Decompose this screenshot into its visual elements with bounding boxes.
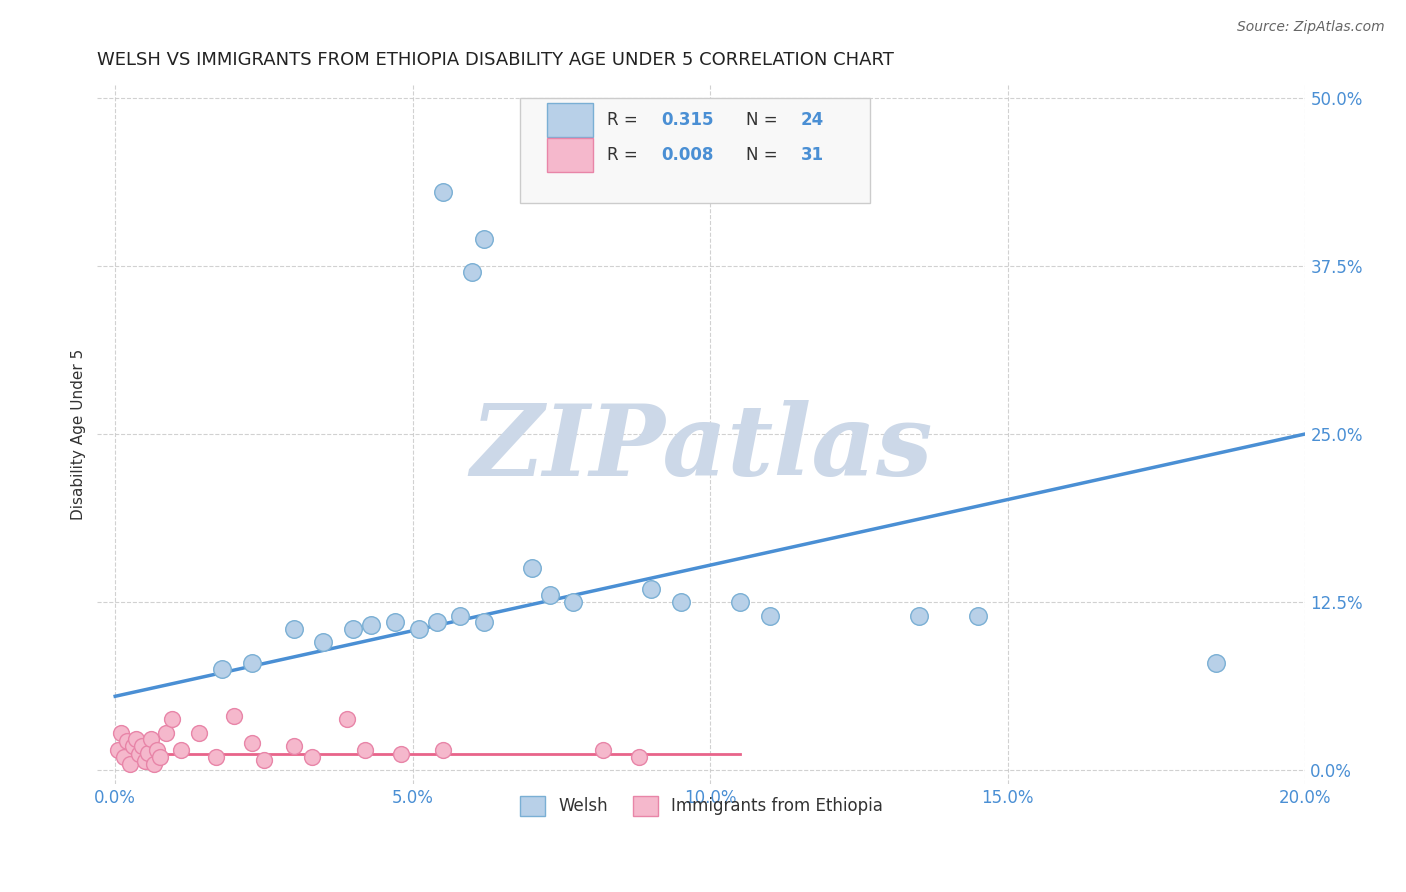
Point bbox=[425, 615, 447, 630]
Point bbox=[592, 743, 614, 757]
Point bbox=[432, 185, 454, 199]
Point bbox=[253, 752, 276, 766]
Point bbox=[640, 582, 662, 596]
Point bbox=[149, 749, 172, 764]
Point bbox=[110, 725, 132, 739]
Point bbox=[146, 743, 169, 757]
Point bbox=[240, 736, 263, 750]
Point bbox=[301, 749, 323, 764]
Point bbox=[967, 608, 990, 623]
Text: N =: N = bbox=[747, 145, 783, 164]
Point bbox=[360, 618, 382, 632]
Text: Source: ZipAtlas.com: Source: ZipAtlas.com bbox=[1237, 20, 1385, 34]
Legend: Welsh, Immigrants from Ethiopia: Welsh, Immigrants from Ethiopia bbox=[512, 788, 891, 824]
Text: 24: 24 bbox=[800, 111, 824, 128]
Point bbox=[449, 608, 471, 623]
Point bbox=[128, 747, 150, 761]
Point bbox=[112, 749, 135, 764]
Point bbox=[160, 712, 183, 726]
Point bbox=[384, 615, 406, 630]
FancyBboxPatch shape bbox=[547, 138, 593, 171]
Point bbox=[283, 739, 305, 753]
Point bbox=[472, 232, 495, 246]
Point bbox=[107, 743, 129, 757]
Point bbox=[759, 608, 782, 623]
Text: R =: R = bbox=[607, 145, 643, 164]
Point bbox=[211, 662, 233, 676]
Text: 0.315: 0.315 bbox=[661, 111, 714, 128]
Point bbox=[562, 595, 585, 609]
Point bbox=[1205, 656, 1227, 670]
Point bbox=[728, 595, 751, 609]
Text: WELSH VS IMMIGRANTS FROM ETHIOPIA DISABILITY AGE UNDER 5 CORRELATION CHART: WELSH VS IMMIGRANTS FROM ETHIOPIA DISABI… bbox=[97, 51, 894, 69]
Point bbox=[336, 712, 359, 726]
Text: 31: 31 bbox=[800, 145, 824, 164]
FancyBboxPatch shape bbox=[520, 98, 870, 203]
Point bbox=[627, 749, 650, 764]
Point bbox=[472, 615, 495, 630]
Text: ZIPatlas: ZIPatlas bbox=[470, 400, 932, 496]
Point bbox=[134, 754, 156, 768]
Point bbox=[389, 747, 412, 761]
Point bbox=[408, 622, 430, 636]
Point bbox=[125, 732, 148, 747]
FancyBboxPatch shape bbox=[547, 103, 593, 136]
Point bbox=[142, 756, 165, 771]
Point bbox=[669, 595, 692, 609]
Text: R =: R = bbox=[607, 111, 643, 128]
Text: 0.008: 0.008 bbox=[661, 145, 714, 164]
Point bbox=[115, 733, 138, 747]
Point bbox=[224, 709, 246, 723]
Point bbox=[155, 725, 177, 739]
Point bbox=[169, 743, 191, 757]
Point bbox=[283, 622, 305, 636]
Point bbox=[139, 732, 162, 747]
Point bbox=[342, 622, 364, 636]
Text: N =: N = bbox=[747, 111, 783, 128]
Point bbox=[461, 265, 484, 279]
Point bbox=[205, 749, 228, 764]
Point bbox=[538, 588, 561, 602]
Point bbox=[122, 739, 145, 753]
Point bbox=[136, 746, 159, 760]
Point bbox=[354, 743, 377, 757]
Point bbox=[520, 561, 543, 575]
Point bbox=[312, 635, 335, 649]
Point bbox=[432, 743, 454, 757]
Point bbox=[131, 739, 153, 753]
Y-axis label: Disability Age Under 5: Disability Age Under 5 bbox=[72, 348, 86, 519]
Point bbox=[907, 608, 929, 623]
Point bbox=[187, 725, 209, 739]
Point bbox=[240, 656, 263, 670]
Point bbox=[120, 756, 142, 771]
